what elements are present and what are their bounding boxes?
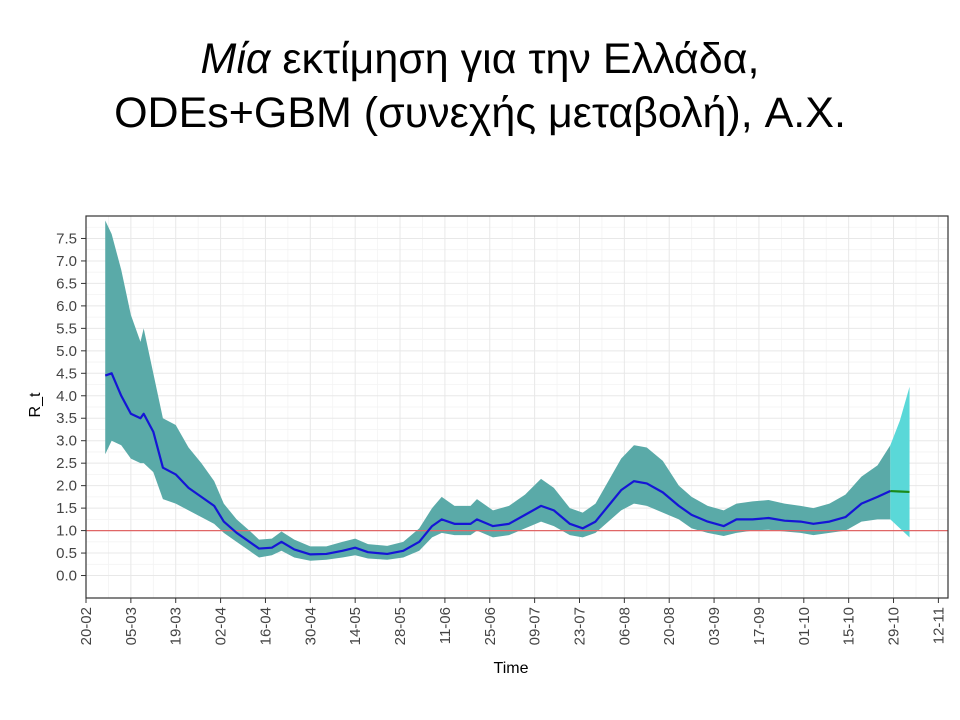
x-tick-label: 23-07 — [571, 607, 588, 645]
y-tick-label: 5.5 — [56, 320, 77, 337]
minor-gridlines — [86, 216, 948, 598]
y-tick-label: 3.0 — [56, 433, 77, 450]
y-tick-label: 7.0 — [56, 253, 77, 270]
y-tick-label: 6.0 — [56, 298, 77, 315]
y-tick-label: 4.5 — [56, 365, 77, 382]
plot-panel-border — [85, 215, 949, 599]
y-tick-label: 3.5 — [56, 410, 77, 427]
y-tick-label: 2.0 — [56, 478, 77, 495]
y-tick-label: 2.5 — [56, 455, 77, 472]
y-axis-title: R_t — [27, 392, 44, 417]
x-tick-label: 14-05 — [347, 607, 364, 645]
x-tick-label: 29-10 — [886, 607, 903, 645]
x-tick-label: 02-04 — [213, 607, 230, 645]
x-tick-label: 09-07 — [527, 607, 544, 645]
y-tick-label: 1.0 — [56, 523, 77, 540]
title-line-1: Μία εκτίμηση για την Ελλάδα, — [0, 32, 960, 86]
x-tick-label: 28-05 — [392, 607, 409, 645]
title-line-1-rest: εκτίμηση για την Ελλάδα, — [270, 35, 760, 83]
estimate-lines — [104, 372, 910, 556]
x-tick-label: 11-06 — [437, 607, 454, 644]
x-axis-title: Time — [494, 660, 529, 677]
x-tick-label: 25-06 — [482, 607, 499, 645]
x-tick-label: 16-04 — [257, 607, 274, 645]
confidence-bands — [105, 220, 910, 561]
x-tick-label: 12-11 — [930, 607, 947, 644]
estimate-confidence-band — [105, 220, 891, 561]
x-tick-label: 19-03 — [168, 607, 185, 645]
x-tick-label: 01-10 — [796, 607, 813, 645]
x-tick-label: 06-08 — [616, 607, 633, 645]
x-tick-label: 17-09 — [751, 607, 768, 645]
y-tick-label: 6.5 — [56, 275, 77, 292]
title-italic-word: Μία — [200, 35, 271, 83]
x-tick-label: 30-04 — [302, 607, 319, 645]
x-axis-ticks: 20-02 05-03 19-03 02-04 16-04 30-04 14-05 28-05… — [78, 598, 947, 645]
forecast-line — [890, 489, 910, 494]
x-tick-label: 03-09 — [706, 607, 723, 645]
y-tick-label: 4.0 — [56, 388, 77, 405]
y-tick-label: 1.5 — [56, 500, 77, 517]
x-tick-label: 05-03 — [123, 607, 140, 645]
x-tick-label: 20-08 — [661, 607, 678, 645]
y-tick-label: 7.5 — [56, 230, 77, 247]
estimate-line — [104, 372, 891, 556]
forecast-confidence-band — [890, 386, 910, 538]
x-tick-label: 20-02 — [78, 607, 95, 645]
y-axis-ticks: 0.0 0.5 1.0 1.5 2.0 2.5 3.0 3.5 4.0 4.5 5.0 5.5 6.0 6… — [56, 230, 86, 585]
slide-title: Μία εκτίμηση για την Ελλάδα, ODEs+GBM (σ… — [0, 32, 960, 140]
y-tick-label: 0.5 — [56, 545, 77, 562]
y-tick-label: 0.0 — [56, 568, 77, 585]
y-tick-label: 5.0 — [56, 343, 77, 360]
title-line-2: ODEs+GBM (συνεχής μεταβολή), Α.Χ. — [114, 89, 846, 137]
x-tick-label: 15-10 — [841, 607, 858, 645]
